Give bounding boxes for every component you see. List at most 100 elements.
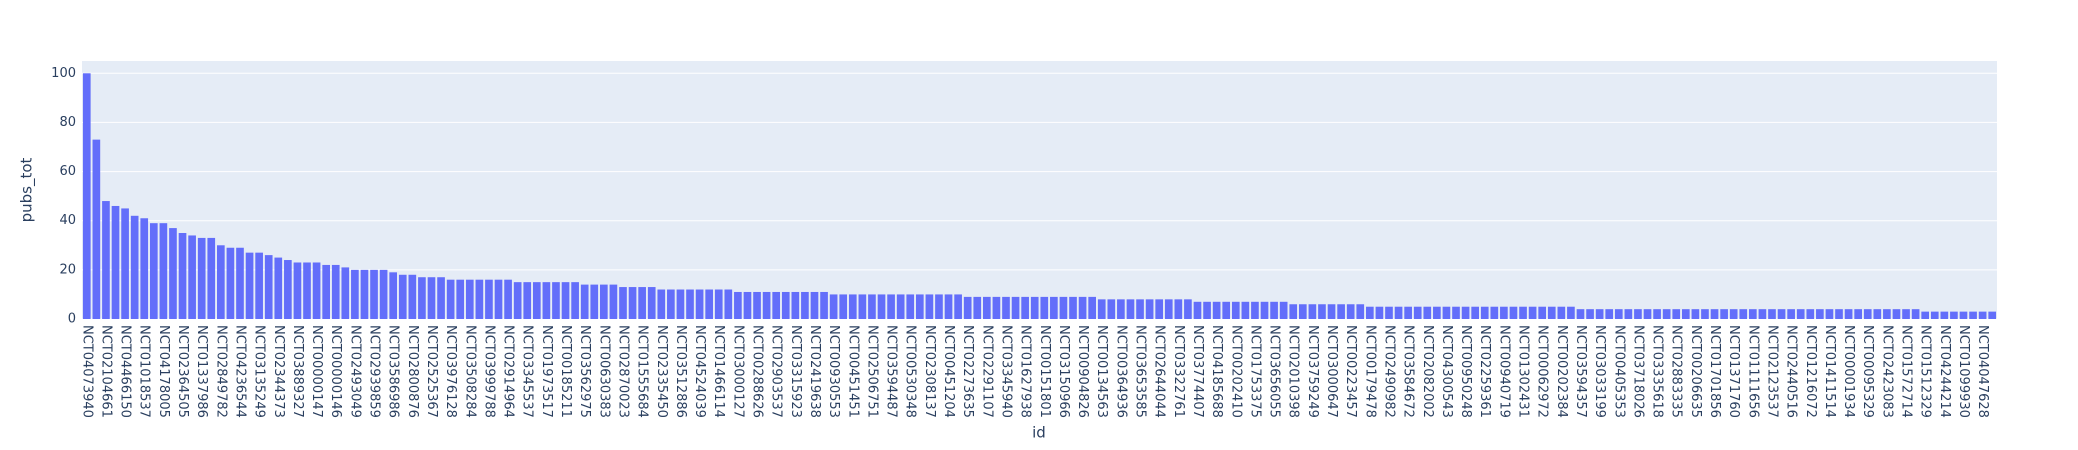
x-tick-label: NCT01701856: [1707, 325, 1722, 418]
bar: [1758, 309, 1767, 319]
x-tick-label: NCT00364936: [1113, 325, 1128, 418]
bar: [935, 294, 943, 319]
bar: [217, 245, 225, 319]
x-tick-label: NCT01411514: [1822, 325, 1837, 418]
bar: [628, 287, 637, 319]
bar: [561, 282, 570, 319]
bar: [820, 291, 828, 319]
x-tick-label: NCT00223457: [1343, 325, 1358, 418]
bar: [1768, 309, 1776, 319]
bar: [1327, 304, 1336, 319]
bar: [1528, 306, 1537, 319]
x-tick-label: NCT03718026: [1630, 325, 1645, 418]
bar: [1787, 309, 1795, 319]
x-tick-label: NCT02364505: [175, 325, 190, 418]
bar: [1040, 296, 1049, 319]
bar: [1739, 309, 1748, 319]
bar: [1050, 296, 1058, 319]
x-tick-label: NCT03508284: [462, 325, 477, 418]
bar: [245, 252, 254, 319]
x-tick-label: NCT00185211: [558, 325, 573, 418]
bar: [1490, 306, 1499, 319]
x-tick-label: NCT02506751: [864, 325, 879, 418]
x-tick-label: NCT01973517: [539, 325, 554, 418]
bar: [475, 279, 484, 319]
bar: [379, 269, 388, 319]
bar: [1461, 306, 1470, 319]
bar: [140, 218, 149, 319]
x-tick-label: NCT04236544: [232, 325, 247, 418]
bar: [724, 289, 733, 319]
bar: [494, 279, 503, 319]
bar: [1940, 311, 1949, 319]
x-tick-label: NCT03594487: [884, 325, 899, 418]
bar: [188, 235, 196, 319]
bar: [772, 291, 781, 319]
bar: [600, 284, 608, 319]
bar: [274, 257, 283, 319]
bar: [159, 223, 168, 319]
bar: [264, 255, 273, 319]
x-tick-label: NCT00000146: [328, 325, 343, 418]
bar: [456, 279, 465, 319]
bar: [753, 291, 761, 319]
bar: [1605, 309, 1614, 319]
y-tick-label: 100: [51, 66, 76, 81]
x-tick-label: NCT00095329: [1860, 325, 1875, 418]
bar: [178, 233, 187, 319]
x-tick-label: NCT00451451: [845, 325, 860, 418]
bar: [887, 294, 895, 319]
bar: [1519, 306, 1527, 319]
bar: [1816, 309, 1824, 319]
bar: [542, 282, 551, 319]
x-tick-label: NCT02335450: [654, 325, 669, 418]
bar: [695, 289, 704, 319]
x-tick-label: NCT01018537: [137, 325, 152, 418]
x-tick-label: NCT04244214: [1937, 325, 1952, 418]
bar: [485, 279, 493, 319]
x-tick-label: NCT03759249: [1305, 325, 1320, 418]
bar: [1729, 309, 1738, 319]
bar: [532, 282, 541, 319]
x-tick-label: NCT02914964: [501, 325, 516, 418]
bar: [657, 289, 666, 319]
bar: [1509, 306, 1518, 319]
bar: [590, 284, 599, 319]
x-tick-label: NCT03512886: [673, 325, 688, 418]
bar: [1241, 301, 1250, 319]
x-tick-label: NCT04300543: [1439, 325, 1454, 418]
x-tick-label: NCT03586986: [386, 325, 401, 418]
x-tick-label: NCT03322761: [1171, 325, 1186, 418]
bar: [1337, 304, 1345, 319]
x-tick-label: NCT00288626: [750, 325, 765, 418]
x-tick-label: NCT02308137: [922, 325, 937, 418]
x-tick-label: NCT02490982: [1381, 325, 1396, 418]
x-tick-label: NCT02291107: [979, 325, 994, 418]
bar: [1030, 296, 1039, 319]
bar: [1950, 311, 1958, 319]
bar: [1595, 309, 1604, 319]
bar: [1883, 309, 1891, 319]
x-tick-label: NCT02419638: [807, 325, 822, 418]
x-tick-label: NCT04178005: [156, 325, 171, 418]
x-tick-label: NCT03033199: [1592, 325, 1607, 418]
x-tick-label: NCT02870023: [615, 325, 630, 418]
bar: [1433, 306, 1441, 319]
bar: [801, 291, 809, 319]
bar: [1423, 306, 1432, 319]
x-tick-label: NCT03150966: [1056, 325, 1071, 418]
y-tick-label: 40: [59, 213, 76, 228]
x-tick-label: NCT00930553: [826, 325, 841, 418]
x-tick-label: NCT01099930: [1956, 325, 1971, 418]
bar: [1959, 311, 1968, 319]
bar: [236, 247, 244, 319]
x-tick-label: NCT03594357: [1573, 325, 1588, 418]
x-tick-label: NCT02259361: [1477, 325, 1492, 418]
bar: [1404, 306, 1412, 319]
bar: [1059, 296, 1068, 319]
bar: [82, 73, 91, 320]
bar: [92, 139, 101, 319]
bar: [255, 252, 263, 319]
bar: [1672, 309, 1681, 319]
bar: [619, 287, 627, 319]
